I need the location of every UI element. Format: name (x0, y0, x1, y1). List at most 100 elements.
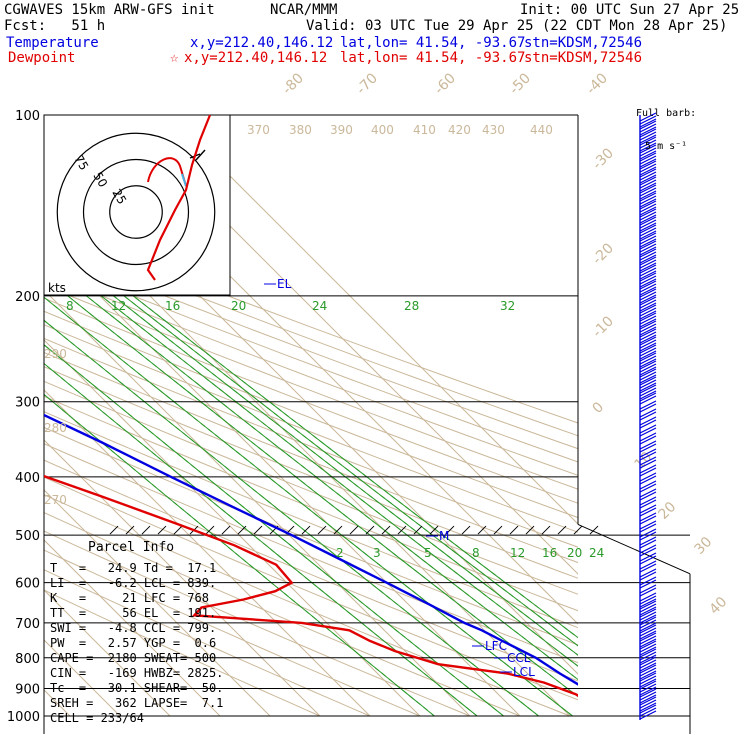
wind-barb-feather (639, 344, 657, 354)
wind-barb-feather (639, 216, 657, 226)
hatch-mark (525, 525, 535, 535)
isotherm-label: 10 (632, 449, 656, 473)
wind-barb-feather (639, 382, 657, 392)
wind-barb-feather (639, 408, 657, 418)
mixing-ratio-label: 28 (404, 299, 419, 313)
parcel-info-row: CIN = -169 HWBZ= 2825. (50, 666, 224, 680)
wind-barb-feather (639, 208, 657, 218)
sounding-series (44, 413, 578, 697)
right-border-diag (577, 523, 691, 575)
wind-barb-feather (639, 126, 657, 136)
dry-adiabat-10 (44, 494, 571, 717)
wind-barb-feather (639, 323, 657, 333)
parcel-info-row: LI = -6.2 LCL = 839. (50, 576, 217, 590)
dry-adiabat-90 (44, 366, 578, 579)
wind-barb-feather (639, 491, 657, 501)
hatch-mark (125, 525, 135, 535)
mixing-ratio-label: 16 (542, 546, 557, 560)
wind-barb-feather (639, 678, 657, 688)
isotherm--20 (44, 339, 421, 717)
wind-barb-feather (639, 595, 657, 605)
wind-barb-feather (639, 659, 657, 669)
wind-barb-feather (639, 120, 657, 130)
hodograph-units: kts (48, 281, 66, 295)
hatch-mark (205, 525, 215, 535)
wind-barb-feather (639, 379, 657, 389)
adiabat-label: 440 (530, 123, 553, 137)
wind-barb-feather (639, 483, 657, 493)
wind-barb-feather (639, 256, 657, 266)
wind-barb-feather (639, 616, 657, 626)
wind-barb-feather (639, 622, 657, 632)
hatch-mark (109, 525, 119, 535)
dry-adiabat-80 (44, 380, 578, 595)
wind-barb-feather (639, 403, 657, 413)
wind-barb-feather (639, 395, 657, 405)
wind-barb-feather (639, 251, 657, 261)
hatch-mark (477, 525, 487, 535)
pressure-tick-500: 500 (15, 529, 40, 544)
wind-barb-feather (639, 326, 657, 336)
wind-barb-feather (639, 243, 657, 253)
org-label: NCAR/MMM (270, 2, 338, 18)
dry-adiabat-160 (44, 272, 578, 476)
pressure-tick-900: 900 (15, 682, 40, 697)
level-label: CCL (507, 651, 531, 665)
dewpoint-legend-label: Dewpoint (8, 50, 76, 66)
valid-time: Valid: 03 UTC Tue 29 Apr 25 (22 CDT Mon … (306, 18, 728, 34)
wind-barb-feather (639, 635, 657, 645)
wind-barb-feather (639, 128, 657, 138)
dry-adiabat-50 (44, 426, 578, 646)
wind-barb-feather (639, 392, 657, 402)
wind-barb-feather (639, 672, 657, 682)
isotherm--10 (44, 289, 471, 717)
wind-barb-feather (639, 539, 657, 549)
wind-barb-feather (639, 350, 657, 360)
model-title: CGWAVES 15km ARW-GFS init (4, 2, 215, 18)
wind-barb-feather (639, 544, 657, 554)
hodograph-ring-label: 50 (90, 170, 110, 190)
dry-adiabat-190 (44, 235, 578, 437)
wind-barb-feather (639, 571, 657, 581)
dewpoint-line (44, 474, 578, 697)
dry-adiabat-0 (44, 512, 521, 717)
wind-barb-feather (639, 459, 657, 469)
isotherm--40 (44, 439, 321, 717)
wind-barb-feather (639, 328, 657, 338)
wind-barb-feather (639, 536, 657, 546)
wind-barb-feather (639, 360, 657, 370)
wind-barb-feather (639, 515, 657, 525)
wind-barb-feather (639, 118, 657, 128)
mixing-ratio-label: 3 (373, 546, 381, 560)
wind-barb-feather (639, 264, 657, 274)
mixing-ratio-label: 12 (510, 546, 525, 560)
isotherm-label: 30 (692, 534, 716, 558)
wind-barb-feather (639, 528, 657, 538)
wind-barb-feather (639, 614, 657, 624)
wind-barb-feather (639, 136, 657, 146)
wind-barb-feather (639, 475, 657, 485)
hatch-mark (157, 525, 167, 535)
parcel-info-row: TT = 56 EL = 191. (50, 606, 217, 620)
dry-adiabat-70 (44, 395, 578, 612)
wind-barb-feather (639, 171, 657, 181)
wind-barb-feather (639, 646, 657, 656)
wind-barb-feather (639, 432, 657, 442)
wind-barb-feather (639, 174, 657, 184)
wind-barb-feather (639, 630, 657, 640)
wind-barb-feather (639, 235, 657, 245)
dry-adiabat--40 (44, 589, 321, 717)
wind-barb-feather (639, 488, 657, 498)
dry-adiabat--30 (44, 569, 371, 717)
wind-barb-feather (639, 555, 657, 565)
wind-barb-feather (639, 656, 657, 666)
parcel-info-row: T = 24.9 Td = 17.1 (50, 561, 217, 575)
isotherm-50 (168, 115, 578, 525)
hatch-mark (141, 525, 151, 535)
hatch-mark (237, 525, 247, 535)
wind-barb-feather (639, 451, 657, 461)
wind-barb-feather (639, 606, 657, 616)
hatch-mark (445, 525, 455, 535)
mixing-ratio-label: 24 (312, 299, 327, 313)
wind-barb-feather (639, 283, 657, 293)
